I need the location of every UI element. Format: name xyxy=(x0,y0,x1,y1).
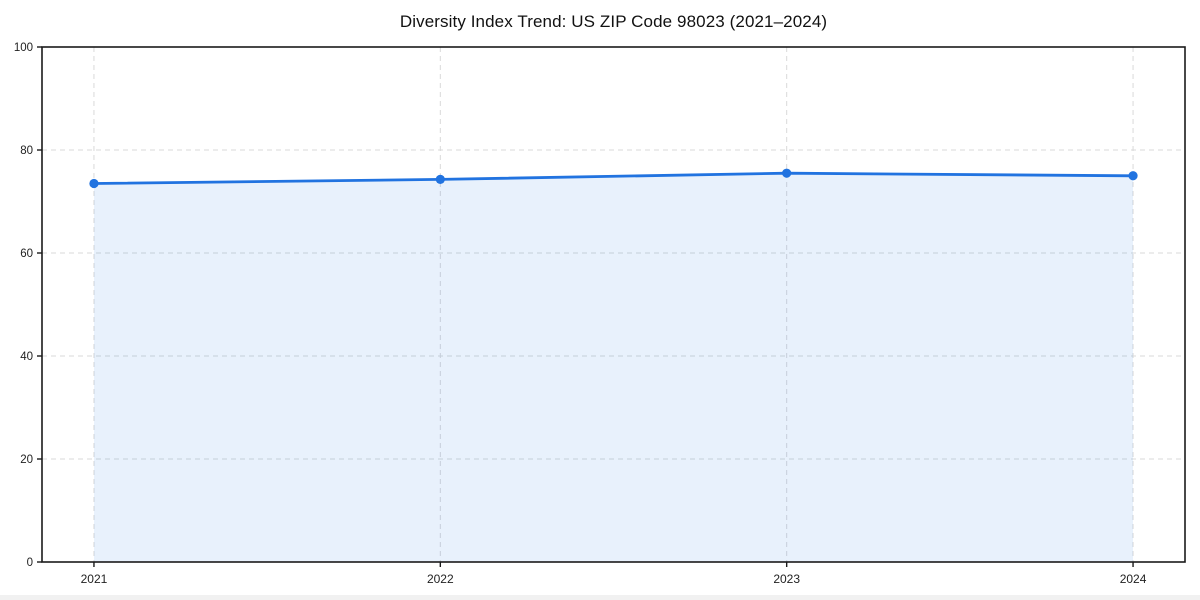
y-tick-label: 100 xyxy=(14,42,33,54)
y-tick-label: 80 xyxy=(20,145,33,157)
y-tick-label: 20 xyxy=(20,454,33,466)
x-tick-label: 2024 xyxy=(1120,572,1147,586)
trend-line xyxy=(92,171,1135,185)
x-tick-label: 2021 xyxy=(81,572,108,586)
data-point-2022 xyxy=(435,174,445,184)
chart-title: Diversity Index Trend: US ZIP Code 98023… xyxy=(399,12,828,31)
data-point-2021 xyxy=(89,178,99,189)
y-tick-label: 60 xyxy=(20,248,33,260)
axis-spines xyxy=(41,46,1186,563)
x-tick-label: 2023 xyxy=(773,572,800,586)
y-tick-label: 40 xyxy=(20,351,33,363)
area-fill xyxy=(94,173,1133,562)
y-tick-label: 0 xyxy=(27,557,33,569)
data-point-2024 xyxy=(1128,171,1138,181)
data-point-2023 xyxy=(782,168,792,178)
bottom-edge-strip xyxy=(0,595,1200,600)
x-tick-label: 2022 xyxy=(427,572,454,586)
